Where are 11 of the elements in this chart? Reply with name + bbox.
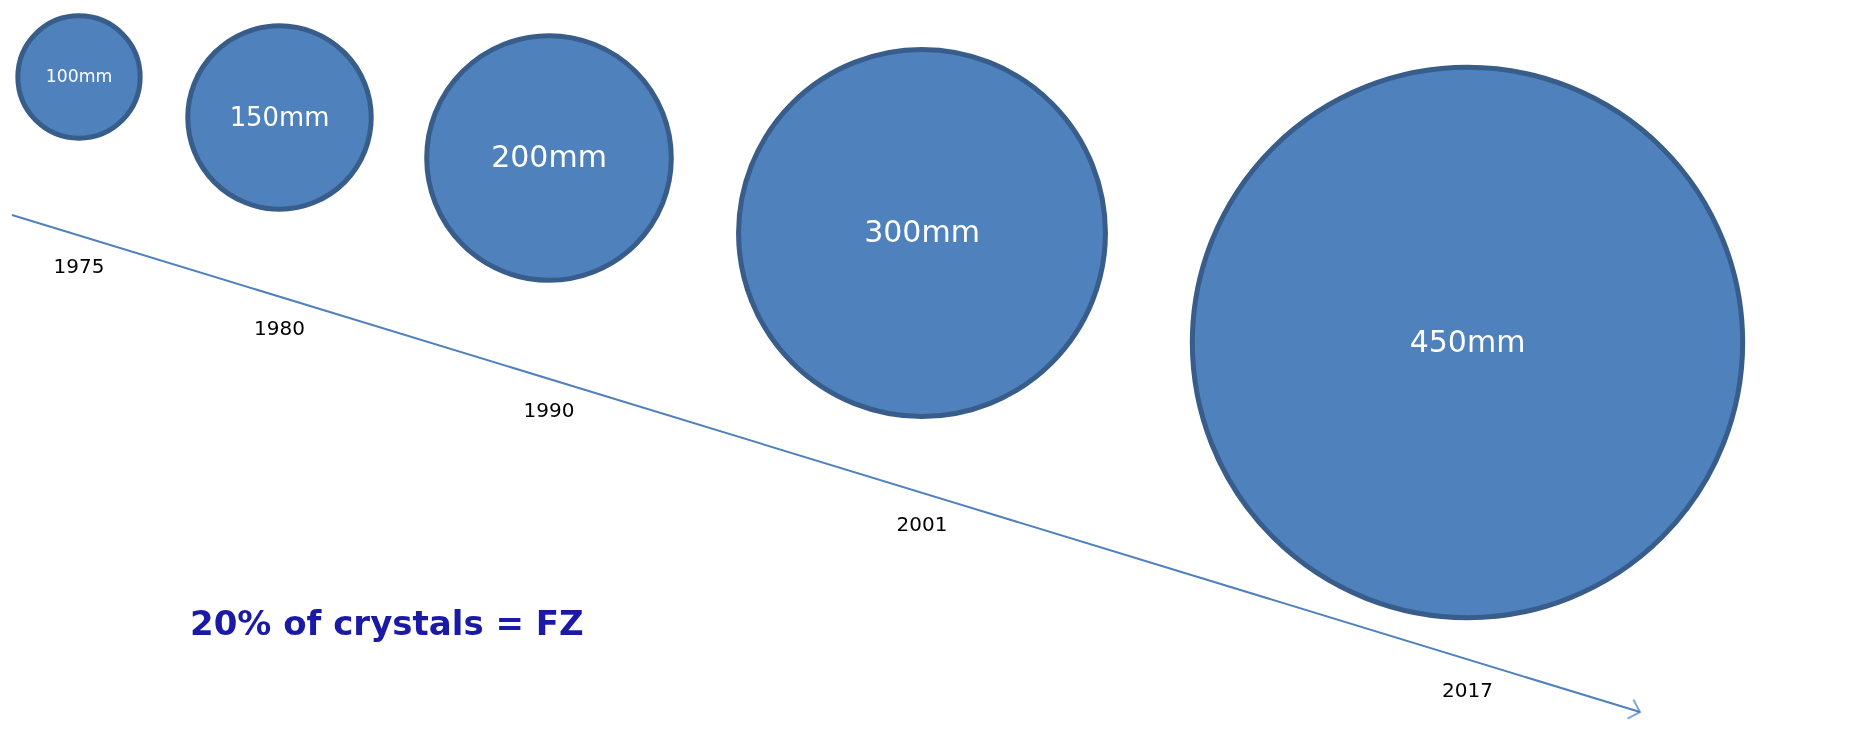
category-label: 1980 bbox=[254, 315, 305, 340]
category-label: 1975 bbox=[53, 254, 105, 279]
data-label: 200mm bbox=[491, 139, 607, 174]
category-label: 1990 bbox=[523, 397, 575, 422]
data-label: 100mm bbox=[45, 66, 113, 86]
category-label: 2017 bbox=[1442, 678, 1493, 703]
data-label: 300mm bbox=[864, 214, 980, 249]
data-label: 150mm bbox=[229, 101, 330, 132]
data-label: 450mm bbox=[1409, 323, 1526, 359]
text: 20% of crystals = FZ bbox=[190, 603, 584, 643]
category-label: 2001 bbox=[896, 511, 948, 536]
